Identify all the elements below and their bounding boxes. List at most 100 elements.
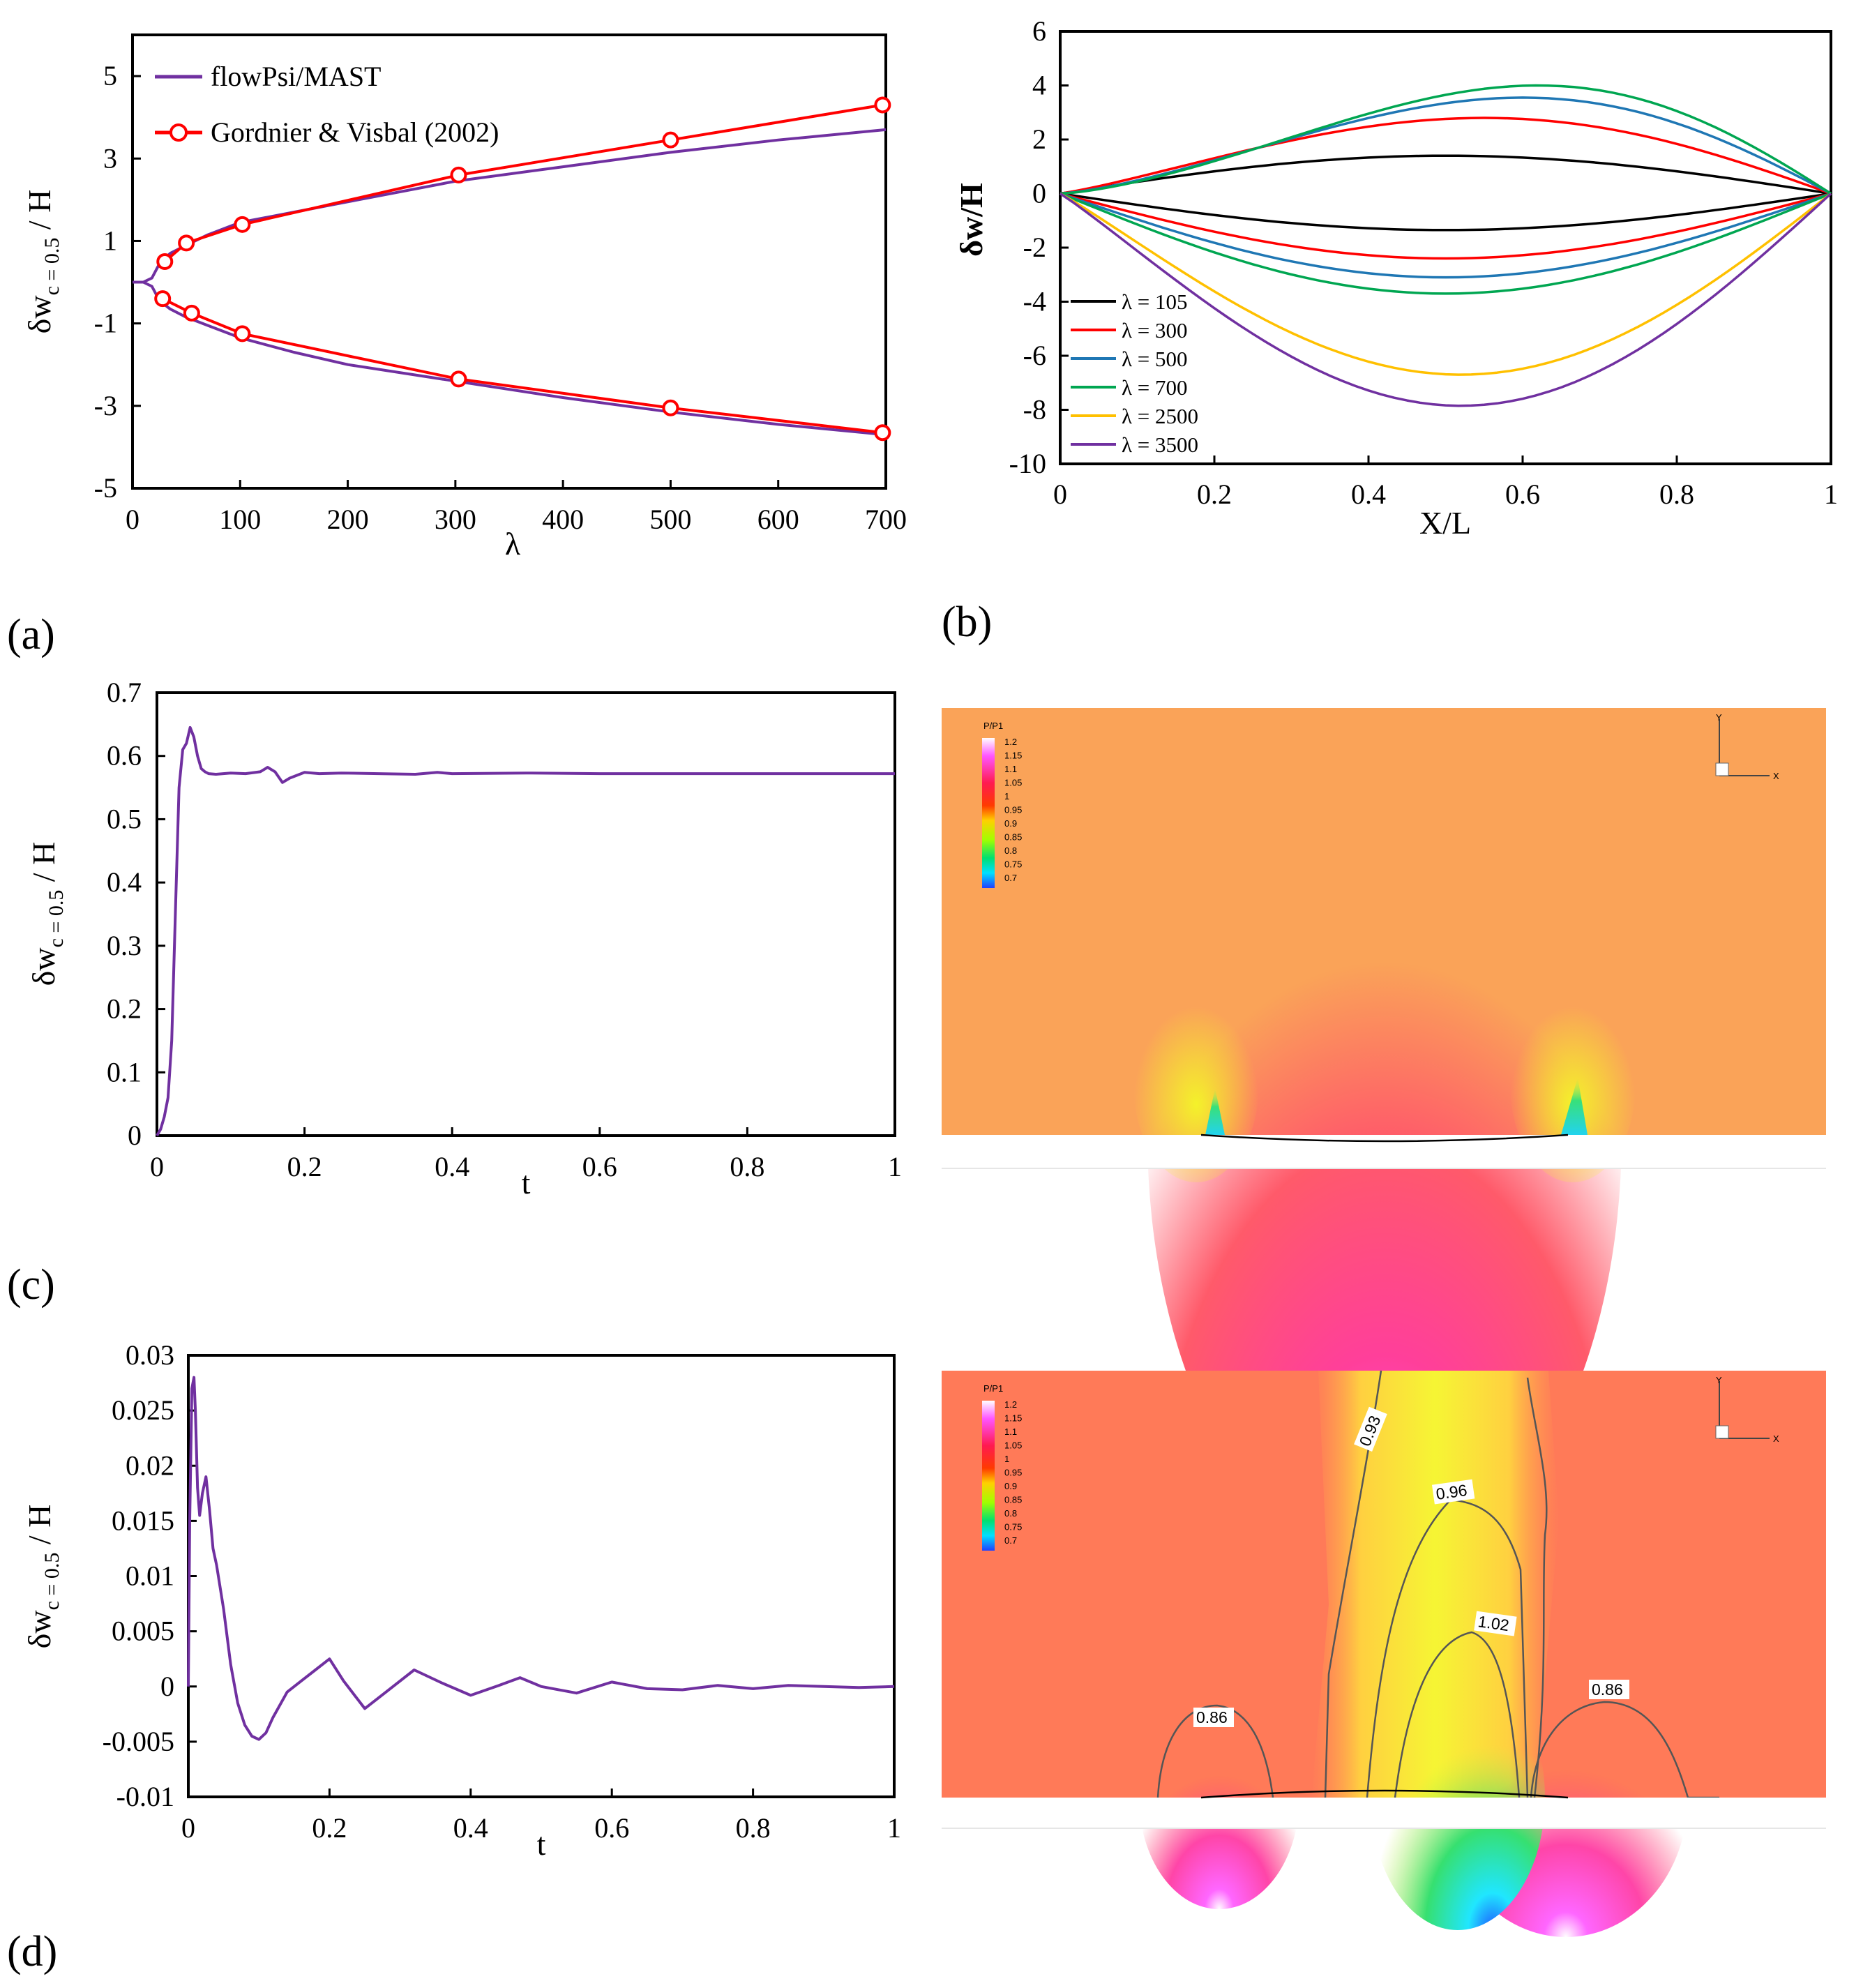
y-tick-label: 0.2	[107, 993, 142, 1025]
colorbar-level-label: 1.1	[1004, 764, 1017, 774]
y-tick-label: 4	[1032, 70, 1046, 101]
colorbar-level-label: 1.2	[1004, 737, 1017, 747]
legend-flowpsi-label: flowPsi/MAST	[211, 61, 382, 92]
y-tick-label: 0	[1032, 178, 1046, 209]
contour-label-box	[1354, 1406, 1387, 1452]
x-axis-label: t	[522, 1165, 531, 1200]
legend-label-0: λ = 105	[1122, 289, 1188, 314]
y-tick-label: 1	[103, 225, 117, 256]
gordnier-data-point	[234, 325, 251, 342]
colorbar-level-label: 0.7	[1004, 1535, 1017, 1546]
contour-c-left-expansion	[1133, 987, 1259, 1182]
y-tick-label: 6	[1032, 15, 1046, 47]
chart-a-ylabel: δwc = 0.5 / H	[22, 190, 63, 334]
gordnier-data-point	[178, 234, 195, 252]
chart-a-y-ticks: 5 3 1 -1 -3 -5	[94, 60, 141, 504]
colorbar-level-label: 1.15	[1004, 751, 1022, 761]
x-tick-label: 0.8	[736, 1812, 771, 1844]
x-tick-label: 0	[181, 1812, 195, 1844]
mode-shape-lower-5	[1060, 193, 1832, 407]
mode-shape-lower-3	[1060, 192, 1832, 295]
legend-label-1: λ = 300	[1122, 318, 1188, 342]
mode-shape-lower-1	[1060, 192, 1832, 260]
contour-c-y-label: Y	[1716, 712, 1722, 723]
contour-label: 0.96	[1435, 1481, 1468, 1503]
legend-gordnier-label: Gordnier & Visbal (2002)	[211, 116, 499, 148]
legend-label-4: λ = 2500	[1122, 404, 1198, 428]
chart-d-ylabel: δwc = 0.5 / H	[22, 1505, 63, 1649]
contour-d-isoline-096	[1366, 1498, 1529, 1798]
y-tick-label: 0.02	[126, 1449, 174, 1481]
panel-label-d: (d)	[7, 1928, 57, 1975]
x-tick-label: 0	[126, 504, 140, 535]
gordnier-lower-branch	[162, 297, 883, 435]
colorbar-level-label: 0.7	[1004, 873, 1017, 883]
contour-c-right-low-spot	[1561, 1078, 1588, 1135]
contour-label-group: 0.96	[1431, 1479, 1475, 1505]
chart-a-legend: flowPsi/MAST Gordnier & Visbal (2002)	[155, 61, 499, 148]
contour-label-box	[1589, 1680, 1629, 1699]
y-tick-label: -5	[94, 472, 117, 504]
x-tick-label: 0.4	[1351, 479, 1386, 510]
y-tick-label: 0.005	[112, 1616, 174, 1647]
chart-b-series	[1060, 84, 1832, 407]
y-tick-label: 3	[103, 142, 117, 174]
y-tick-label: 2	[1032, 123, 1046, 155]
chart-c-x-ticks: 0 0.2 0.4 t 0.6 0.8 1	[150, 1127, 902, 1200]
contour-label-box	[1431, 1479, 1475, 1505]
x-tick-label: 700	[865, 504, 907, 535]
chart-a-x-ticks: 0 100 200 300 400 500 600 700	[126, 480, 907, 535]
y-tick-label: 0.5	[107, 803, 142, 834]
mode-shape-lower-4	[1060, 192, 1832, 376]
contour-label-group: 0.86	[1589, 1680, 1629, 1699]
x-tick-label: 0.4	[453, 1812, 488, 1844]
x-tick-label: 1	[1824, 479, 1838, 510]
colorbar-level-label: 0.9	[1004, 818, 1017, 829]
contour-c-axis-triad: Y X	[1715, 712, 1779, 781]
response-curve	[187, 1376, 895, 1741]
colorbar-level-label: 1.2	[1004, 1399, 1017, 1410]
contour-c-colorbar	[982, 738, 995, 888]
mode-shape-lower-0	[1060, 192, 1832, 232]
x-tick-label: 1	[888, 1151, 902, 1182]
legend-label-5: λ = 3500	[1122, 432, 1198, 457]
contour-d-panel-shape	[1200, 1789, 1569, 1799]
x-tick-label: 1	[887, 1812, 901, 1844]
chart-b-legend: λ = 105 λ = 300 λ = 500 λ = 700 λ = 2500 λ = …	[1071, 289, 1198, 457]
colorbar-level-label: 1.05	[1004, 778, 1022, 788]
y-tick-label: -1	[94, 308, 117, 339]
x-tick-label: 0.2	[1197, 479, 1232, 510]
mode-shape-upper-1	[1060, 116, 1832, 195]
chart-c-ylabel: δwc = 0.5 / H	[26, 842, 68, 986]
colorbar-level-label: 1	[1004, 791, 1009, 801]
y-tick-label: 0.03	[126, 1339, 174, 1371]
colorbar-level-label: 1	[1004, 1454, 1009, 1464]
x-tick-label: 0.6	[582, 1151, 617, 1182]
x-tick-label: 200	[327, 504, 369, 535]
gordnier-data-point	[874, 424, 891, 442]
y-tick-label: -3	[94, 390, 117, 421]
chart-a: 5 3 1 -1 -3 -5 0 100 200 300 400 500 600 700 λ δwc =…	[22, 33, 907, 562]
chart-d-series	[187, 1376, 895, 1741]
mode-shape-upper-0	[1060, 154, 1832, 195]
contour-c-x-label: X	[1773, 771, 1779, 781]
mode-shape-upper-2	[1060, 96, 1832, 195]
colorbar-level-label: 0.75	[1004, 859, 1022, 870]
y-tick-label: 5	[103, 60, 117, 91]
gordnier-data-point	[156, 253, 174, 270]
chart-d-x-ticks: 0 0.2 0.4 t 0.6 0.8 1	[181, 1789, 901, 1862]
chart-b-y-ticks: 6 4 2 0 -2 -4 -6 -8 -10	[1009, 15, 1069, 479]
chart-a-frame	[131, 33, 887, 490]
chart-d: 0.030.0250.020.0150.010.0050-0.005-0.01 …	[22, 1339, 901, 1862]
y-tick-label: 0.4	[107, 866, 142, 898]
panel-label-a: (a)	[7, 611, 55, 658]
contour-c-right-expansion	[1510, 987, 1636, 1182]
contour-label-group: 0.86	[1193, 1708, 1234, 1727]
colorbar-level-label: 0.95	[1004, 1468, 1022, 1478]
contour-d-colorbar-levels: 1.2 1.15 1.1 1.05 1 0.95 0.9 0.85 0.8 0.75 0.7	[1004, 1399, 1022, 1546]
y-tick-label: -0.01	[116, 1781, 174, 1812]
y-tick-label: -4	[1023, 286, 1046, 317]
y-tick-label: 0	[160, 1671, 174, 1702]
y-tick-label: 0.6	[107, 740, 142, 771]
